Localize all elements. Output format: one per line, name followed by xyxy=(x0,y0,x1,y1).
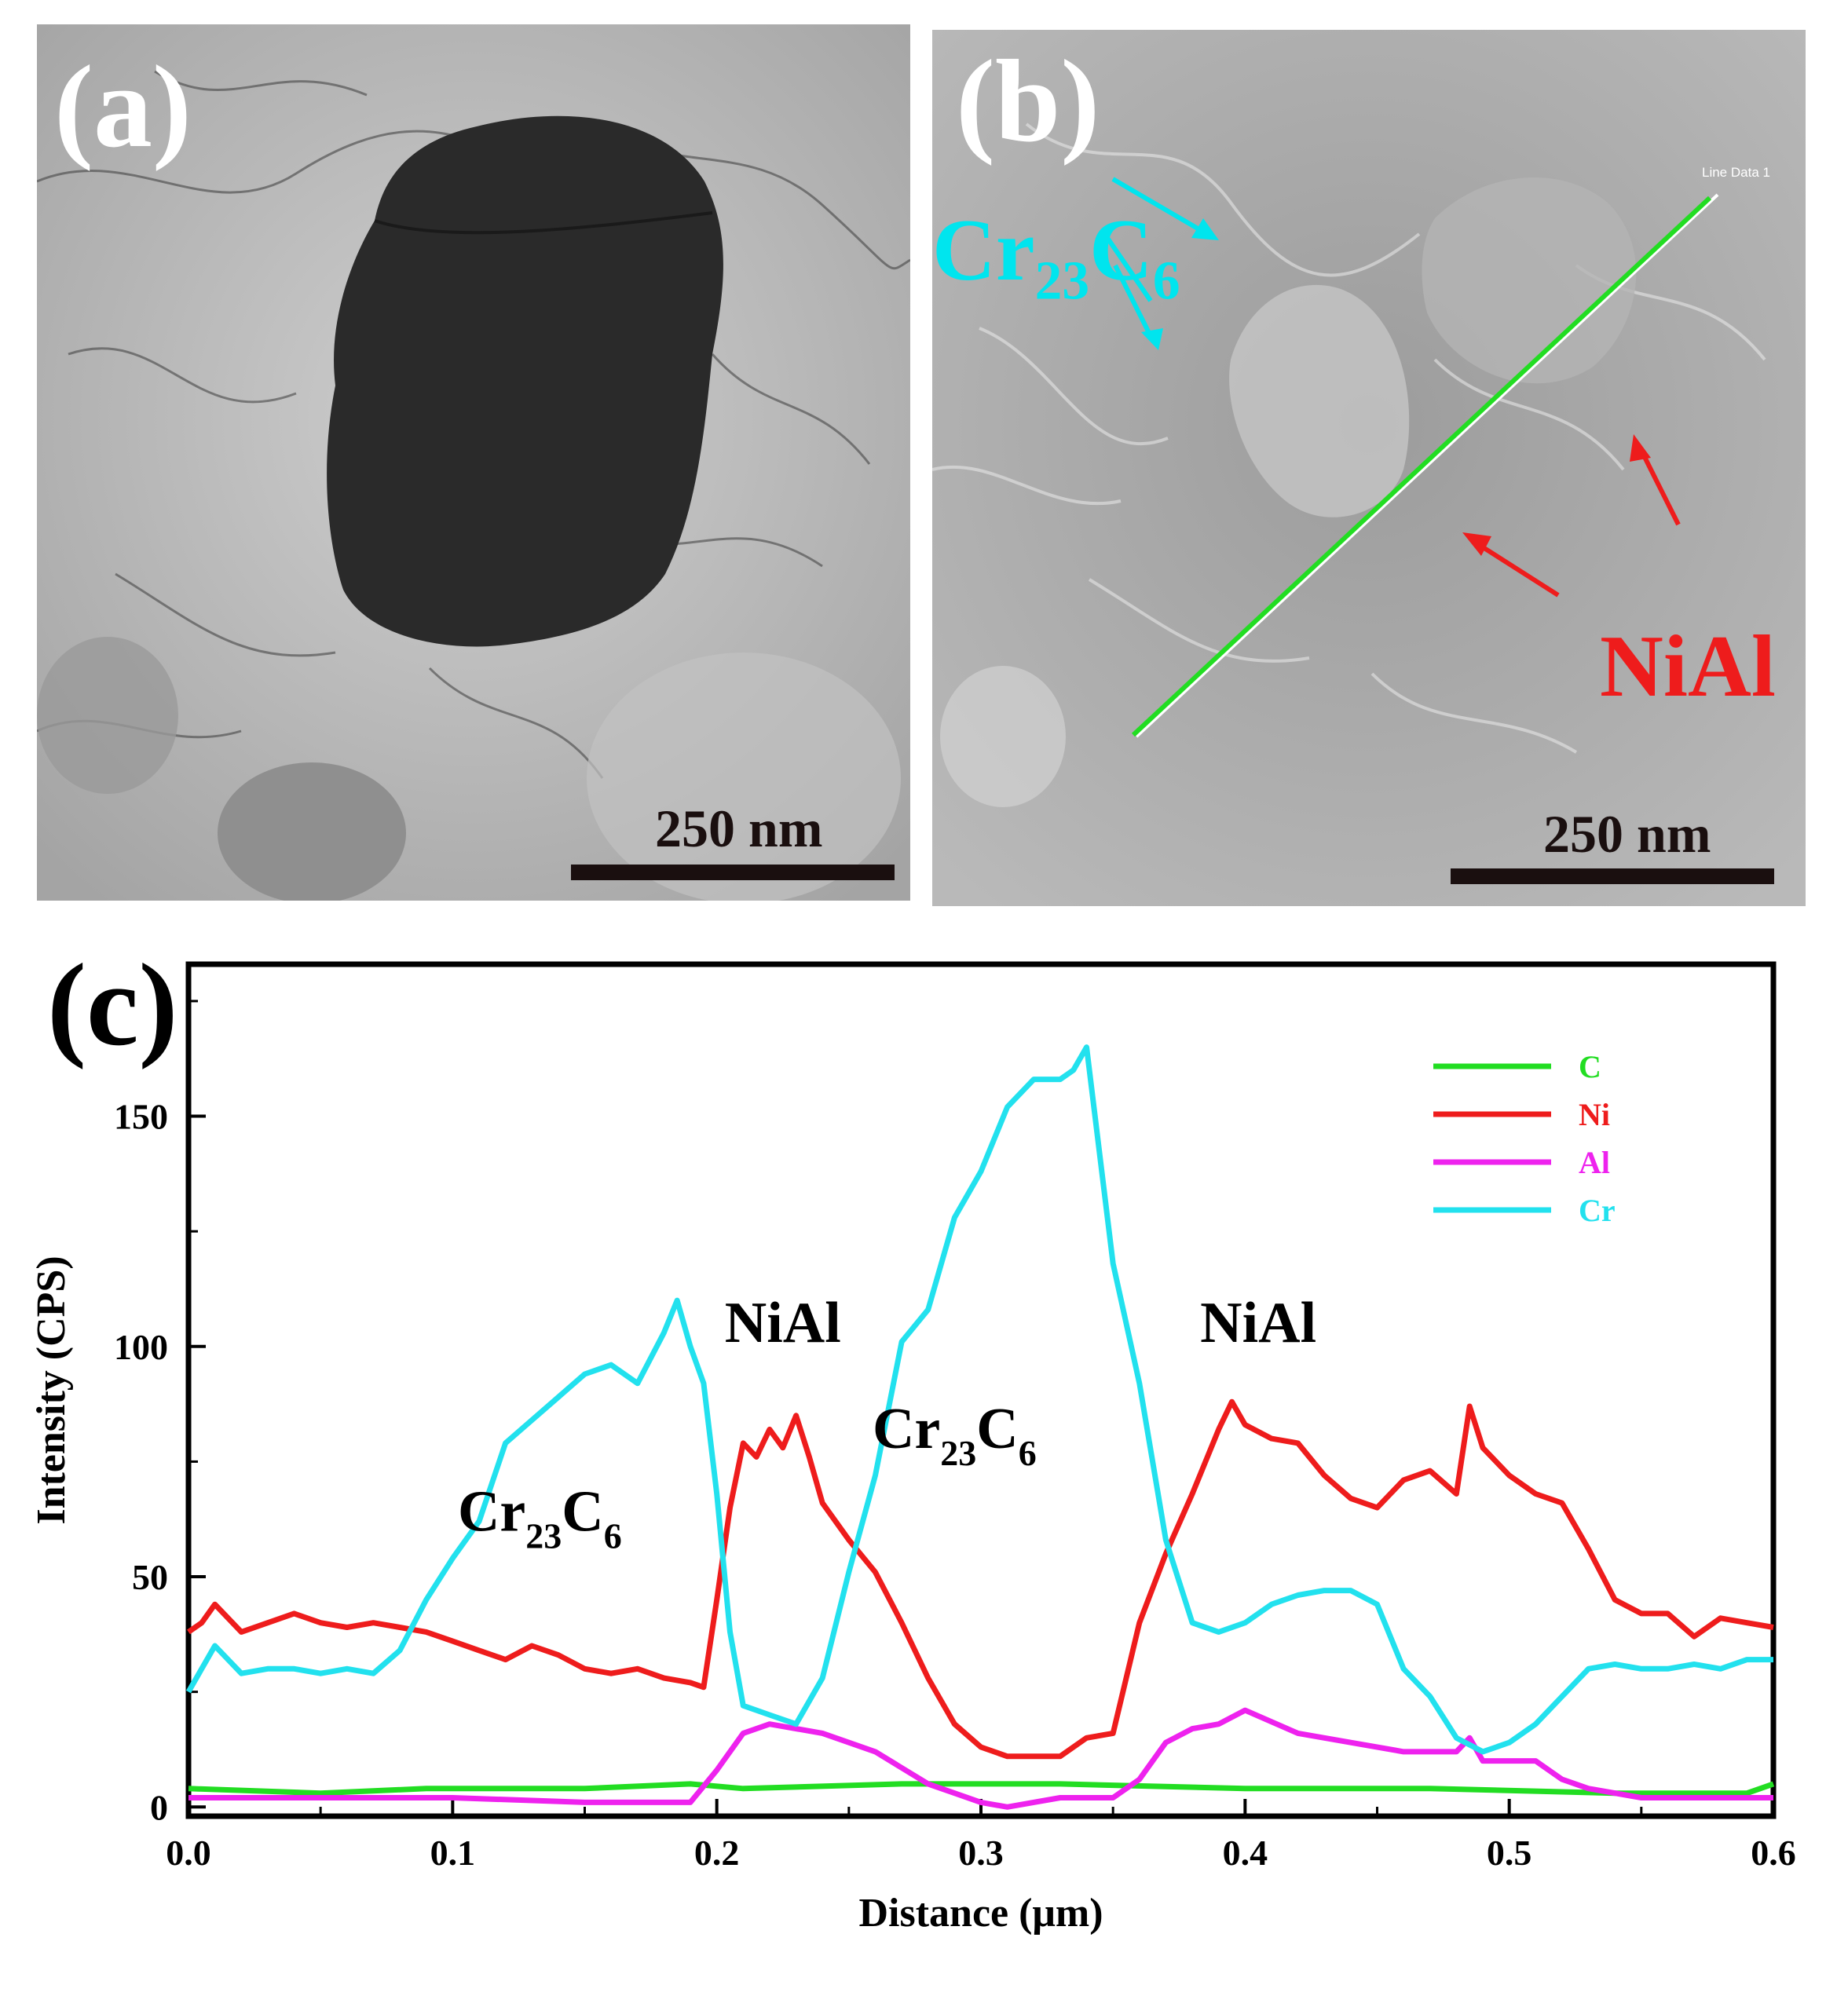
y-tick-label: 150 xyxy=(114,1097,168,1137)
axis-ticks xyxy=(187,1000,1775,1816)
legend-label-ni: Ni xyxy=(1579,1097,1610,1132)
x-tick-label: 0.0 xyxy=(166,1833,211,1873)
panel-b-image xyxy=(932,30,1806,906)
panel-a-scale-bar xyxy=(571,865,895,880)
annotation-nial: NiAl xyxy=(725,1291,841,1355)
legend-label-al: Al xyxy=(1579,1145,1610,1180)
panel-b-cr23c6-label: Cr23C6 xyxy=(932,202,1180,312)
series-line-c xyxy=(188,1781,1775,1797)
panel-b-scale-text: 250 nm xyxy=(1543,804,1711,864)
plot-frame xyxy=(185,961,1777,1819)
x-axis-title: Distance (μm) xyxy=(858,1891,1103,1936)
panel-b-nial-label: NiAl xyxy=(1600,618,1776,715)
panel-b-scale-bar xyxy=(1451,868,1774,884)
y-tick-labels: 0 50 100 150 xyxy=(114,1097,168,1828)
y-tick-label: 100 xyxy=(114,1327,168,1367)
line-data-label: Line Data 1 xyxy=(1702,165,1770,180)
panel-a-micrograph: (a) 250 nm xyxy=(37,24,910,901)
x-tick-labels: 0.0 0.1 0.2 0.3 0.4 0.5 0.6 xyxy=(166,1833,1796,1873)
line-scan-path xyxy=(1131,196,1712,737)
series-lines xyxy=(185,1044,1775,1810)
x-tick-label: 0.1 xyxy=(430,1833,476,1873)
x-tick-label: 0.2 xyxy=(694,1833,740,1873)
line-profile-chart: 0.0 0.1 0.2 0.3 0.4 0.5 0.6 0 50 100 150 Distance… xyxy=(29,961,1796,1936)
annotation-cr23c6: Cr23C6 xyxy=(873,1397,1037,1473)
legend-label-c: C xyxy=(1579,1049,1601,1084)
panel-b-micrograph: (b) Line Data 1 Cr23C6 NiAl 250 nm xyxy=(932,30,1806,906)
panel-b-label: (b) xyxy=(956,36,1100,166)
x-tick-label: 0.4 xyxy=(1223,1833,1268,1873)
panel-a-scale-text: 250 nm xyxy=(655,799,823,858)
legend-label-cr: Cr xyxy=(1579,1193,1616,1228)
series-line-cr xyxy=(185,1044,1773,1755)
series-line-al xyxy=(188,1707,1773,1810)
x-tick-label: 0.6 xyxy=(1751,1833,1796,1873)
panel-a-label: (a) xyxy=(54,42,192,172)
panel-c-label: (c) xyxy=(47,940,178,1070)
legend: C Ni Al Cr xyxy=(1433,1049,1616,1228)
y-tick-label: 50 xyxy=(132,1557,168,1597)
y-tick-label: 0 xyxy=(150,1787,168,1827)
y-axis-title: Intensity (CPS) xyxy=(29,1256,74,1524)
x-tick-label: 0.3 xyxy=(958,1833,1004,1873)
x-tick-label: 0.5 xyxy=(1487,1833,1532,1873)
chart-annotations: NiAl NiAl Cr23C6 Cr23C6 xyxy=(458,1291,1316,1555)
annotation-nial: NiAl xyxy=(1200,1291,1316,1355)
series-line-ni xyxy=(186,1398,1774,1760)
panel-a-image xyxy=(37,24,910,901)
annotation-cr23c6: Cr23C6 xyxy=(458,1479,622,1555)
